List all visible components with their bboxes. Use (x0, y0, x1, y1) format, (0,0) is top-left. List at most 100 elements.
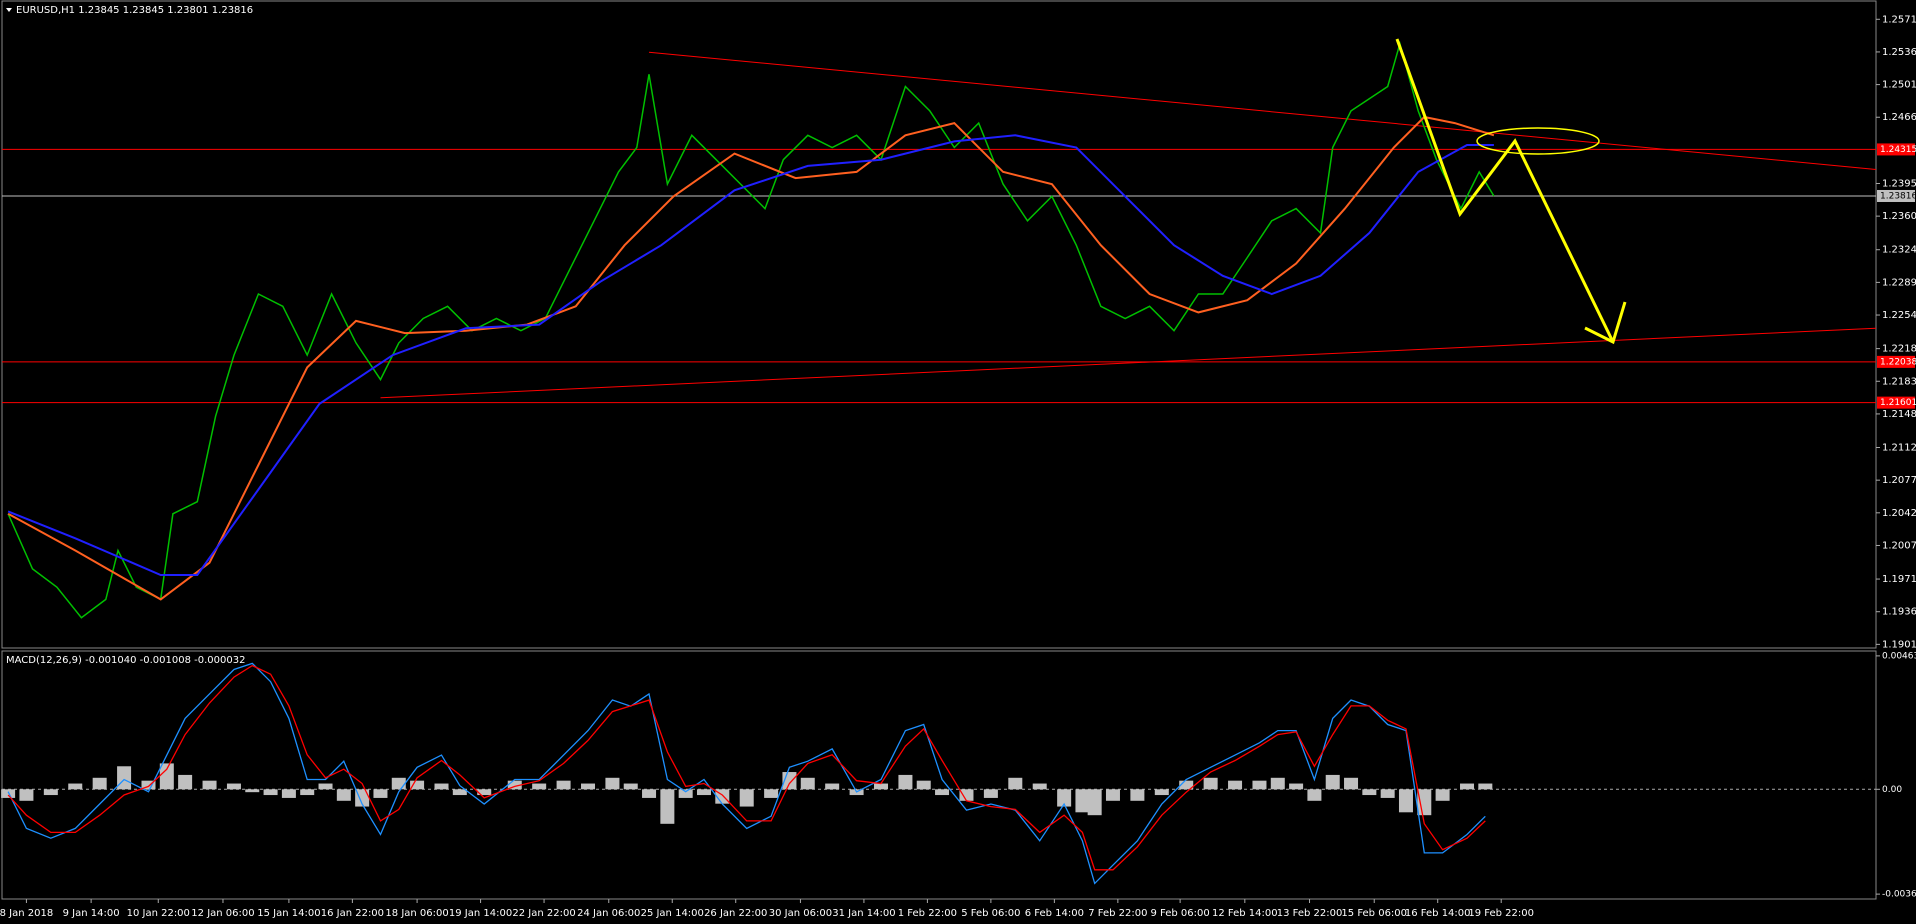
macd-histogram-bar (1105, 789, 1120, 801)
macd-histogram-bar (1228, 780, 1243, 790)
y-tick-label: 1.22890 (1882, 277, 1916, 288)
annotation (1395, 38, 1627, 345)
y-tick-label: 1.21480 (1882, 409, 1916, 420)
macd-histogram-bar (1362, 789, 1377, 796)
macd-histogram-bar (1075, 789, 1090, 813)
marks: 1.25710 1.25360 1.25010 1.24660 1.23950 1.236… (0, 14, 1916, 919)
y-tick-label: 1.24660 (1882, 112, 1916, 123)
macd-histogram-bar (92, 777, 107, 790)
x-tick-label: 10 Jan 22:00 (127, 908, 190, 919)
macd-histogram-bar (1179, 780, 1194, 790)
macd-histogram-bar (410, 780, 425, 790)
y-tick-label: 1.25360 (1882, 47, 1916, 58)
macd-histogram-bar (1130, 789, 1145, 801)
macd-histogram-bar (1478, 783, 1493, 790)
macd-histogram-bar (1344, 777, 1359, 790)
macd-histogram-bar (532, 783, 547, 790)
macd-histogram-bar (68, 783, 83, 790)
macd-histogram-bar (263, 789, 278, 796)
macd-histogram-bar (660, 789, 675, 824)
price-line (7, 40, 1495, 619)
macd-histogram-bar (507, 780, 522, 790)
y-tick-label: 1.19010 (1882, 639, 1916, 650)
macd-histogram-bar (1032, 783, 1047, 790)
y-tick-label: 1.23600 (1882, 211, 1916, 222)
macd-histogram-bar (1289, 783, 1304, 790)
level-label-box (1877, 355, 1915, 368)
x-tick-label: 9 Feb 06:00 (1150, 908, 1209, 919)
x-tick-label: 19 Jan 14:00 (449, 908, 512, 919)
macd-histogram-bar (935, 789, 950, 796)
macd-histogram-bar (678, 789, 693, 798)
macd-histogram-bar (373, 789, 388, 798)
macd-histogram-bar (434, 783, 449, 790)
macd-histogram-bar (916, 780, 931, 790)
macd-histogram-bar (202, 780, 217, 790)
macd-histogram-bar (391, 777, 406, 790)
y-tick-label: 1.25710 (1882, 14, 1916, 25)
macd-histogram-bar (1325, 774, 1340, 790)
macd-histogram-bar (300, 789, 315, 796)
level-label-box (1877, 396, 1915, 409)
trendline (648, 51, 1877, 170)
level-label: 1.23816 (1880, 191, 1916, 201)
moving-average (7, 115, 1495, 601)
x-tick-label: 31 Jan 14:00 (832, 908, 895, 919)
y-tick-label: 1.22540 (1882, 310, 1916, 321)
macd-y-tick-label: 0.00 (1882, 785, 1902, 795)
macd-y-tick-label: -0.003644 (1882, 890, 1916, 900)
macd-histogram-bar (1, 789, 16, 798)
macd-histogram-bar (355, 789, 370, 807)
macd-histogram-bar (281, 789, 296, 798)
macd-histogram-bar (1252, 780, 1267, 790)
x-tick-label: 5 Feb 06:00 (961, 908, 1020, 919)
x-tick-label: 30 Jan 06:00 (769, 908, 832, 919)
level-label: 1.21601 (1880, 398, 1916, 408)
macd-histogram-bar (642, 789, 657, 798)
macd-histogram-bar (318, 783, 333, 790)
macd-histogram-bar (739, 789, 754, 807)
y-tick-label: 1.20420 (1882, 508, 1916, 519)
yellow-arrow (1395, 38, 1615, 343)
macd-histogram-bar (1417, 789, 1432, 816)
macd-histogram-bar (1307, 789, 1322, 801)
macd-y-tick-label: 0.004638 (1882, 651, 1916, 661)
x-tick-label: 12 Feb 14:00 (1212, 908, 1278, 919)
macd-histogram-bar (1398, 789, 1413, 813)
y-tick-label: 1.21830 (1882, 376, 1916, 387)
y-tick-label: 1.19710 (1882, 574, 1916, 585)
trendline (380, 327, 1877, 399)
macd-histogram-bar (983, 789, 998, 798)
macd-histogram-bar (43, 789, 58, 796)
macd-histogram-bar (141, 780, 156, 790)
macd-histogram-bar (117, 766, 132, 790)
macd-histogram-bar (874, 783, 889, 790)
macd-histogram-bar (178, 774, 193, 790)
macd-histogram-bar (1435, 789, 1450, 801)
macd-line (7, 662, 1486, 885)
macd-histogram-bar (825, 783, 840, 790)
macd-histogram-bar (898, 774, 913, 790)
y-tick-label: 1.19360 (1882, 607, 1916, 618)
x-tick-label: 16 Feb 14:00 (1405, 908, 1471, 919)
x-tick-label: 15 Feb 06:00 (1341, 908, 1407, 919)
macd-histogram-bar (1087, 789, 1102, 816)
x-tick-label: 7 Feb 22:00 (1088, 908, 1147, 919)
y-tick-label: 1.23950 (1882, 178, 1916, 189)
x-tick-label: 24 Jan 06:00 (577, 908, 640, 919)
macd-histogram-bar (1008, 777, 1023, 790)
macd-histogram-bar (764, 789, 779, 798)
main-panel (1, 0, 1877, 649)
y-tick-label: 1.22180 (1882, 344, 1916, 355)
level-label: 1.24315 (1880, 145, 1916, 155)
menu-icon (6, 8, 12, 12)
x-tick-label: 19 Feb 22:00 (1468, 908, 1534, 919)
macd-histogram-bar (477, 789, 492, 796)
macd-histogram-bar (1380, 789, 1395, 798)
chart-title: EURUSD,H1 1.23845 1.23845 1.23801 1.2381… (16, 5, 253, 16)
y-tick-label: 1.20770 (1882, 475, 1916, 486)
macd-histogram-bar (19, 789, 34, 801)
